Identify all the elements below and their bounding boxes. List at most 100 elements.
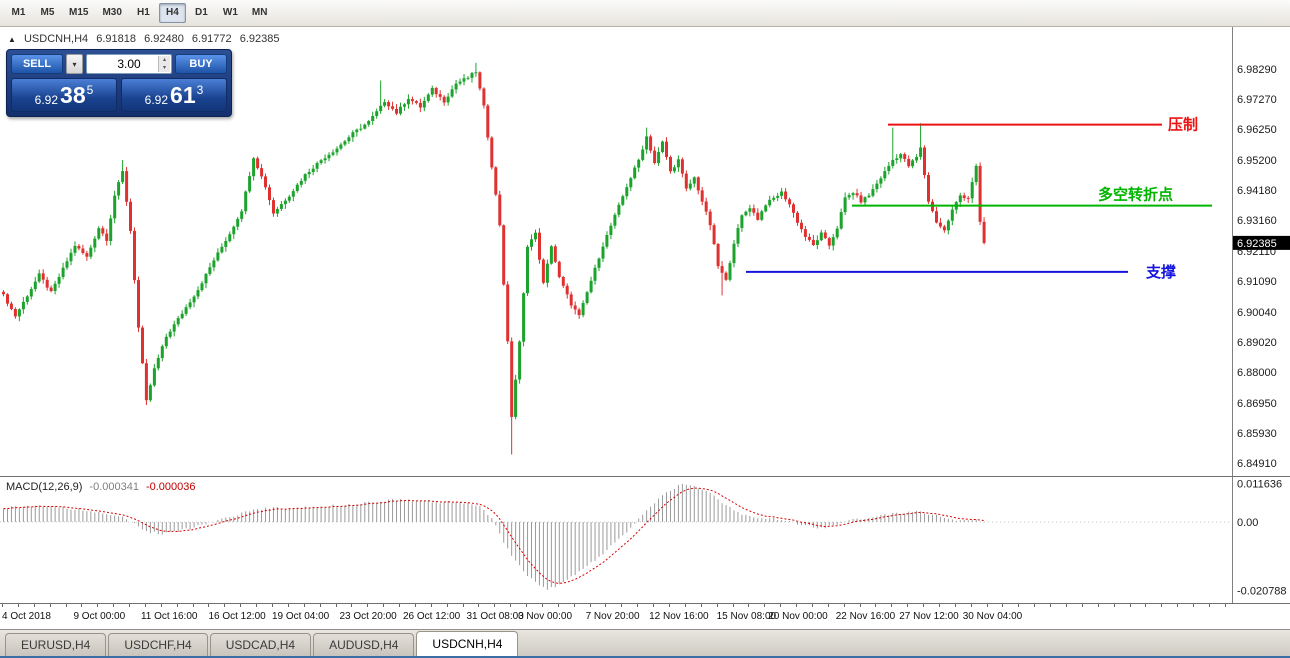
chart-tab-eurusd-h4[interactable]: EURUSD,H4 xyxy=(5,633,107,656)
time-axis-tick xyxy=(669,604,670,607)
timeframe-button-mn[interactable]: MN xyxy=(246,3,274,23)
macd-name: MACD(12,26,9) xyxy=(6,481,83,493)
chart-title: ▲ USDCNH,H4 6.91818 6.92480 6.91772 6.92… xyxy=(8,33,284,45)
timeframe-toolbar: M1 M5 M15 M30 H1 H4 D1 W1 MN xyxy=(0,0,1290,27)
time-axis-tick xyxy=(637,604,639,607)
price-axis-label: 6.90040 xyxy=(1237,307,1277,319)
timeframe-button-m1[interactable]: M1 xyxy=(5,3,32,23)
chart-tab-bar: EURUSD,H4 USDCHF,H4 USDCAD,H4 AUDUSD,H4 USDC… xyxy=(0,629,1290,656)
time-axis-tick xyxy=(541,604,543,607)
sell-price-pips: 38 xyxy=(60,82,86,108)
timeframe-button-m5[interactable]: M5 xyxy=(34,3,61,23)
time-axis-tick xyxy=(478,604,480,607)
time-axis-tick xyxy=(748,604,750,607)
time-axis-tick xyxy=(144,604,146,607)
spinner-up-icon[interactable]: ▴ xyxy=(162,57,166,63)
time-axis-tick xyxy=(859,604,861,607)
timeframe-button-m15[interactable]: M15 xyxy=(63,3,94,23)
candles[interactable] xyxy=(2,62,986,455)
timeframe-button-m30[interactable]: M30 xyxy=(96,3,127,23)
sell-button[interactable]: SELL xyxy=(11,54,63,74)
chart-tab-usdcnh-h4[interactable]: USDCNH,H4 xyxy=(416,631,519,656)
time-axis-label: 20 Nov 00:00 xyxy=(768,611,828,622)
annotation-label-resistance[interactable]: 压制 xyxy=(1168,116,1198,134)
time-axis-tick xyxy=(462,604,464,607)
sell-price-big-figure: 6.92 xyxy=(34,93,59,107)
time-axis-tick xyxy=(49,604,51,607)
timeframe-button-h1[interactable]: H1 xyxy=(130,3,157,23)
chart-tab-audusd-h4[interactable]: AUDUSD,H4 xyxy=(313,633,415,656)
price-axis-label: 6.98290 xyxy=(1237,64,1277,76)
time-axis-tick xyxy=(1034,604,1036,607)
time-axis-tick xyxy=(970,604,972,607)
chart-tab-usdcad-h4[interactable]: USDCAD,H4 xyxy=(209,633,312,656)
macd-axis-label: 0.011636 xyxy=(1237,479,1282,491)
time-axis-tick xyxy=(986,604,988,607)
price-axis-label: 6.96250 xyxy=(1237,124,1277,136)
time-axis-tick xyxy=(843,604,845,607)
one-click-trading-panel: SELL ▾ ▴▾ BUY 6.92 38 5 6.92 61 3 xyxy=(6,49,232,117)
time-axis-tick xyxy=(335,604,337,607)
time-axis-label: 22 Nov 16:00 xyxy=(835,611,896,622)
price-chart[interactable]: 6.98290 6.97270 6.96250 6.95200 6.94180 6.931… xyxy=(0,27,1290,477)
time-axis-tick xyxy=(684,604,686,607)
time-axis-label: 27 Nov 12:00 xyxy=(899,611,959,622)
time-axis-tick xyxy=(589,604,591,607)
time-axis-tick xyxy=(923,604,924,607)
timeframe-button-d1[interactable]: D1 xyxy=(188,3,215,23)
time-axis-label: 23 Oct 20:00 xyxy=(339,611,397,622)
annotation-label-pivot[interactable]: 多空转折点 xyxy=(1098,186,1173,204)
price-axis-label: 6.84910 xyxy=(1237,458,1277,470)
time-axis-tick xyxy=(653,604,655,607)
price-axis-label: 6.86950 xyxy=(1237,398,1277,410)
price-axis-label: 6.94180 xyxy=(1237,185,1277,197)
time-axis-tick xyxy=(97,604,99,607)
time-axis-tick xyxy=(875,604,877,607)
macd-indicator-label: MACD(12,26,9) -0.000341 -0.000036 xyxy=(6,481,196,493)
time-axis-label: 7 Nov 20:00 xyxy=(585,611,640,622)
time-axis-label: 9 Oct 00:00 xyxy=(73,611,126,622)
macd-axis-label: 0.00 xyxy=(1237,517,1258,529)
volume-spinner[interactable]: ▴ ▾ xyxy=(158,56,170,72)
buy-price-display[interactable]: 6.92 61 3 xyxy=(121,78,227,112)
time-axis-tick xyxy=(764,604,766,607)
price-axis-label: 6.97270 xyxy=(1237,94,1277,106)
time-axis-tick xyxy=(557,604,559,607)
chart-tab-usdchf-h4[interactable]: USDCHF,H4 xyxy=(108,633,208,656)
time-axis-tick xyxy=(113,604,115,607)
macd-axis-label: -0.020788 xyxy=(1237,586,1287,598)
spinner-down-icon[interactable]: ▾ xyxy=(162,65,166,71)
timeframe-button-h4[interactable]: H4 xyxy=(158,3,186,23)
order-type-dropdown[interactable]: ▾ xyxy=(66,54,83,74)
time-axis-label: 30 Nov 04:00 xyxy=(962,611,1023,622)
time-axis-tick xyxy=(303,604,305,607)
macd-panel: 0.011636 0.00 -0.020788 MACD(12,26,9) -0.00… xyxy=(0,477,1290,604)
buy-button[interactable]: BUY xyxy=(175,54,227,74)
volume-input[interactable] xyxy=(87,55,171,73)
time-axis-tick xyxy=(526,604,527,607)
chart-symbol: USDCNH,H4 xyxy=(23,33,89,45)
ohlc-high: 6.92480 xyxy=(144,33,184,45)
time-axis-tick xyxy=(17,604,19,607)
time-axis[interactable]: 4 Oct 2018 9 Oct 00:00 11 Oct 16:00 16 Oct … xyxy=(0,604,1290,629)
price-axis-label: 6.85930 xyxy=(1237,428,1277,440)
time-axis-tick xyxy=(796,604,797,607)
time-axis-tick xyxy=(224,604,226,607)
time-axis-tick xyxy=(414,604,416,607)
time-axis-tick xyxy=(1129,604,1131,607)
time-axis-tick xyxy=(256,604,258,607)
time-axis-tick xyxy=(1208,604,1210,607)
time-axis-tick xyxy=(605,604,607,607)
collapse-triangle-icon[interactable]: ▲ xyxy=(8,35,16,44)
time-axis-tick xyxy=(129,604,130,607)
time-axis-tick xyxy=(1161,604,1163,607)
macd-chart[interactable]: 0.011636 0.00 -0.020788 xyxy=(0,477,1290,604)
time-axis-tick xyxy=(272,604,273,607)
sell-price-display[interactable]: 6.92 38 5 xyxy=(11,78,117,112)
time-axis-tick xyxy=(621,604,623,607)
annotation-label-support[interactable]: 支撑 xyxy=(1145,263,1176,281)
price-axis-label: 6.89020 xyxy=(1237,337,1277,349)
timeframe-button-w1[interactable]: W1 xyxy=(217,3,244,23)
time-axis-tick xyxy=(716,604,718,607)
volume-field: ▴▾ xyxy=(86,54,172,74)
